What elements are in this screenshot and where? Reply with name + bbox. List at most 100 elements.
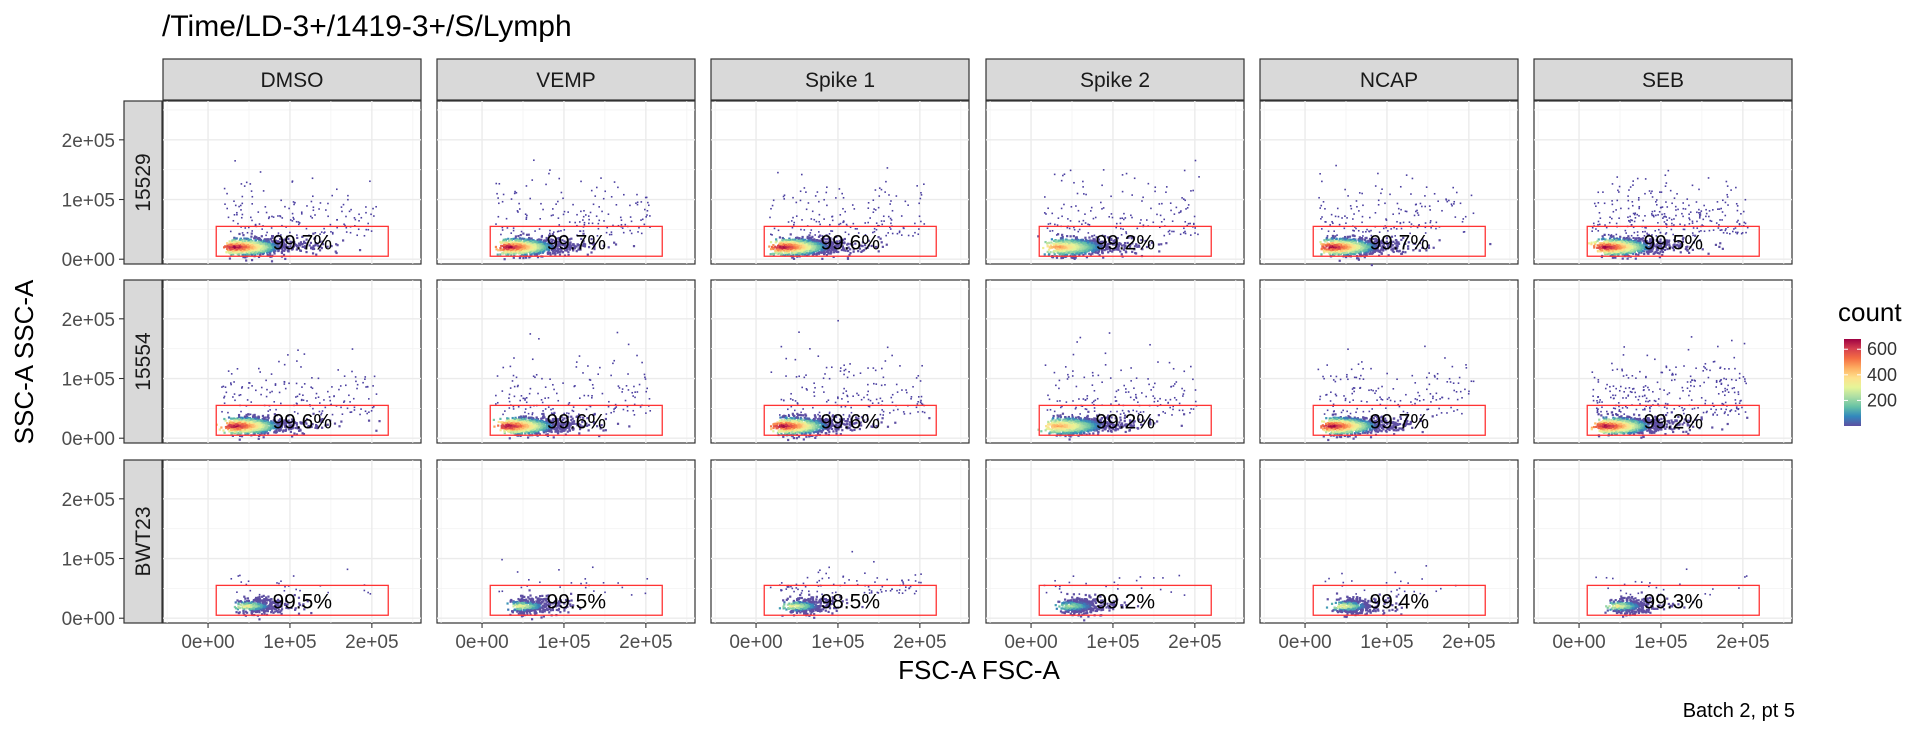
- panel-1-4: 99.7%: [1259, 279, 1519, 444]
- panel-0-3: 99.2%: [985, 100, 1245, 265]
- x-tick-label: 0e+00: [1552, 632, 1605, 653]
- gate-rectangle: [1312, 584, 1486, 616]
- panel-1-5: 99.2%: [1533, 279, 1793, 444]
- column-strip-2: Spike 1: [710, 58, 970, 101]
- column-strip-label: Spike 1: [805, 69, 875, 92]
- y-axis-title: SSC-A SSC-A: [9, 279, 39, 444]
- event-points: [1043, 574, 1186, 622]
- y-tick-label: 1e+05: [62, 370, 115, 391]
- gate-percent-label: 99.7%: [272, 231, 332, 254]
- y-tick-label: 1e+05: [62, 550, 115, 571]
- color-legend: count 200 400 600: [1838, 297, 1902, 426]
- event-points: [1037, 332, 1198, 441]
- column-strip-4: NCAP: [1259, 58, 1519, 101]
- x-tick-label: 1e+05: [811, 632, 864, 653]
- gate-rectangle: [763, 584, 937, 616]
- gate-rectangle: [1586, 404, 1760, 436]
- gate-percent-label: 99.6%: [272, 410, 332, 433]
- column-strip-label: VEMP: [536, 69, 596, 92]
- x-tick-label: 2e+05: [1716, 632, 1769, 653]
- gate-rectangle: [489, 225, 663, 257]
- facet-panels: DMSO VEMP Spike 1 Spike 2 NCAP SEB 15529 15554 B…: [123, 58, 1793, 624]
- event-points: [215, 348, 381, 441]
- x-tick-label: 1e+05: [537, 632, 590, 653]
- column-strip-label: SEB: [1642, 69, 1684, 92]
- gate-percent-label: 99.2%: [1095, 231, 1155, 254]
- gate-percent-label: 99.7%: [546, 231, 606, 254]
- gate-percent-label: 99.7%: [1369, 410, 1429, 433]
- column-strip-label: DMSO: [261, 69, 324, 92]
- panel-0-2: 99.6%: [710, 100, 970, 265]
- gate-rectangle: [1038, 404, 1212, 436]
- event-points: [1595, 568, 1748, 618]
- gate-rectangle: [1038, 225, 1212, 257]
- x-tick-label: 0e+00: [729, 632, 782, 653]
- panel-2-3: 99.2%: [985, 459, 1245, 624]
- gate-rectangle: [1312, 404, 1486, 436]
- column-strip-5: SEB: [1533, 58, 1793, 101]
- x-tick-label: 2e+05: [619, 632, 672, 653]
- x-tick-label: 0e+00: [181, 632, 234, 653]
- panel-0-0: 99.7%: [162, 100, 422, 265]
- gate-percent-label: 99.4%: [1369, 590, 1429, 613]
- event-points: [769, 550, 922, 619]
- panel-0-1: 99.7%: [436, 100, 696, 265]
- y-tick-label: 2e+05: [62, 310, 115, 331]
- event-points: [1318, 164, 1492, 267]
- row-strip-label: 15529: [132, 153, 155, 211]
- x-tick-label: 1e+05: [263, 632, 316, 653]
- column-strip-label: Spike 2: [1080, 69, 1150, 92]
- gate-percent-label: 99.6%: [820, 410, 880, 433]
- gate-percent-label: 99.3%: [1643, 590, 1703, 613]
- gate-percent-label: 99.2%: [1095, 590, 1155, 613]
- x-tick-label: 1e+05: [1086, 632, 1139, 653]
- gate-percent-label: 98.5%: [820, 590, 880, 613]
- x-tick-label: 0e+00: [1278, 632, 1331, 653]
- gate-rectangle: [1586, 225, 1760, 257]
- row-strip-2: BWT23: [123, 459, 163, 624]
- event-points: [768, 167, 926, 260]
- event-points: [494, 159, 651, 261]
- gate-rectangle: [1312, 225, 1486, 257]
- event-points: [222, 160, 377, 263]
- gate-percent-label: 99.2%: [1643, 410, 1703, 433]
- caption: Batch 2, pt 5: [1683, 700, 1795, 722]
- panel-2-5: 99.3%: [1533, 459, 1793, 624]
- row-strip-label: BWT23: [132, 506, 155, 576]
- gate-rectangle: [1586, 584, 1760, 616]
- gate-rectangle: [215, 225, 389, 257]
- gate-percent-label: 99.7%: [1369, 231, 1429, 254]
- x-axis-title: FSC-A FSC-A: [898, 655, 1060, 685]
- x-tick-label: 0e+00: [1004, 632, 1057, 653]
- y-tick-label: 0e+00: [62, 429, 115, 450]
- gate-percent-label: 99.2%: [1095, 410, 1155, 433]
- y-tick-label: 1e+05: [62, 191, 115, 212]
- gate-percent-label: 99.6%: [820, 231, 880, 254]
- x-tick-label: 1e+05: [1634, 632, 1687, 653]
- x-tick-label: 2e+05: [893, 632, 946, 653]
- event-points: [1587, 169, 1749, 260]
- y-tick-label: 0e+00: [62, 609, 115, 630]
- panel-2-2: 98.5%: [710, 459, 970, 624]
- event-points: [230, 568, 372, 621]
- legend-tick-label: 400: [1867, 365, 1897, 385]
- legend-tick-label: 200: [1867, 390, 1897, 410]
- gate-rectangle: [1038, 584, 1212, 616]
- gate-percent-label: 99.5%: [1643, 231, 1703, 254]
- panel-1-2: 99.6%: [710, 279, 970, 444]
- x-tick-label: 2e+05: [1168, 632, 1221, 653]
- y-tick-label: 0e+00: [62, 250, 115, 271]
- row-strip-0: 15529: [123, 100, 163, 265]
- panel-0-4: 99.7%: [1259, 100, 1519, 267]
- legend-tick-label: 600: [1867, 339, 1897, 359]
- event-points: [498, 558, 649, 621]
- chart-title: /Time/LD-3+/1419-3+/S/Lymph: [162, 10, 572, 43]
- event-points: [769, 319, 931, 442]
- gate-rectangle: [215, 404, 389, 436]
- gate-rectangle: [489, 584, 663, 616]
- axes: 0e+00 1e+05 2e+05 0e+00 1e+05 2e+05 0e+00 1e+05…: [62, 131, 1770, 653]
- gate-rectangle: [763, 225, 937, 257]
- event-points: [1037, 159, 1200, 261]
- panel-2-1: 99.5%: [436, 459, 696, 624]
- column-strip-3: Spike 2: [985, 58, 1245, 101]
